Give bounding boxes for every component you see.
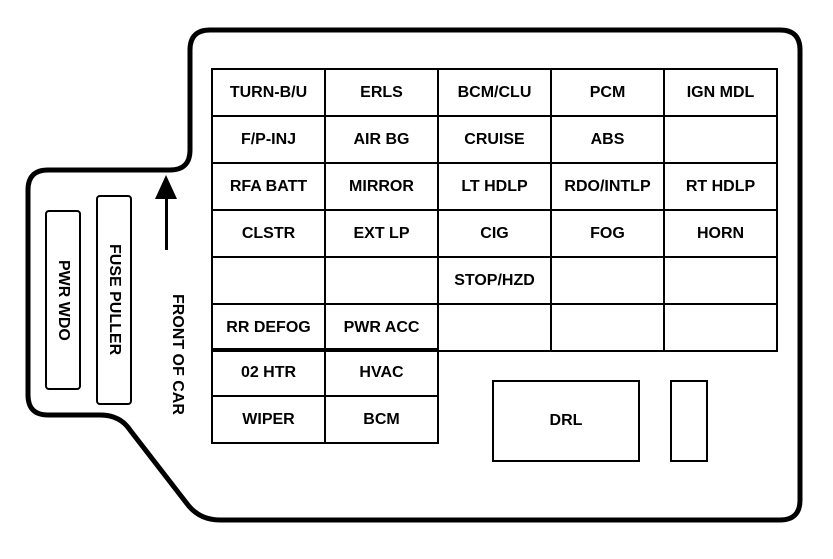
fuse-cell: TURN-B/U — [212, 69, 325, 116]
fuse-cell: STOP/HZD — [438, 257, 551, 304]
fuse-cell: RDO/INTLP — [551, 163, 664, 210]
fuse-cell: CIG — [438, 210, 551, 257]
fuse-cell: PWR ACC — [325, 304, 438, 351]
fuse-grid-lower-left: 02 HTRHVACWIPERBCM — [211, 348, 439, 444]
fuse-cell: LT HDLP — [438, 163, 551, 210]
fuse-cell: AIR BG — [325, 116, 438, 163]
fuse-cell: FOG — [551, 210, 664, 257]
fuse-cell: HVAC — [325, 349, 438, 396]
fuse-cell: RFA BATT — [212, 163, 325, 210]
fuse-cell: RR DEFOG — [212, 304, 325, 351]
fuse-cell: EXT LP — [325, 210, 438, 257]
fuse-cell: ERLS — [325, 69, 438, 116]
fuse-cell: 02 HTR — [212, 349, 325, 396]
fuse-cell — [664, 116, 777, 163]
fuse-cell — [325, 257, 438, 304]
fuse-cell — [438, 304, 551, 351]
fuse-cell: PCM — [551, 69, 664, 116]
front-of-car-label: FRONT OF CAR — [156, 254, 186, 454]
fuse-cell: RT HDLP — [664, 163, 777, 210]
fuse-grid: TURN-B/UERLSBCM/CLUPCMIGN MDL F/P-INJAIR … — [211, 68, 778, 352]
pwr-wdo-box: PWR WDO — [45, 210, 81, 390]
front-arrow-shaft — [165, 197, 168, 250]
fuse-cell: F/P-INJ — [212, 116, 325, 163]
fuse-cell: IGN MDL — [664, 69, 777, 116]
fuse-cell — [664, 257, 777, 304]
fuse-cell — [664, 304, 777, 351]
fuse-cell: CRUISE — [438, 116, 551, 163]
fuse-cell: HORN — [664, 210, 777, 257]
fuse-cell: WIPER — [212, 396, 325, 443]
fuse-cell — [551, 257, 664, 304]
front-arrow-icon — [155, 175, 177, 199]
fuse-cell: MIRROR — [325, 163, 438, 210]
fuse-cell: CLSTR — [212, 210, 325, 257]
spare-box — [670, 380, 708, 462]
fuse-cell — [212, 257, 325, 304]
fuse-cell — [551, 304, 664, 351]
fuse-cell: BCM — [325, 396, 438, 443]
drl-box: DRL — [492, 380, 640, 462]
fuse-cell: BCM/CLU — [438, 69, 551, 116]
fuse-puller-box: FUSE PULLER — [96, 195, 132, 405]
fuse-cell: ABS — [551, 116, 664, 163]
